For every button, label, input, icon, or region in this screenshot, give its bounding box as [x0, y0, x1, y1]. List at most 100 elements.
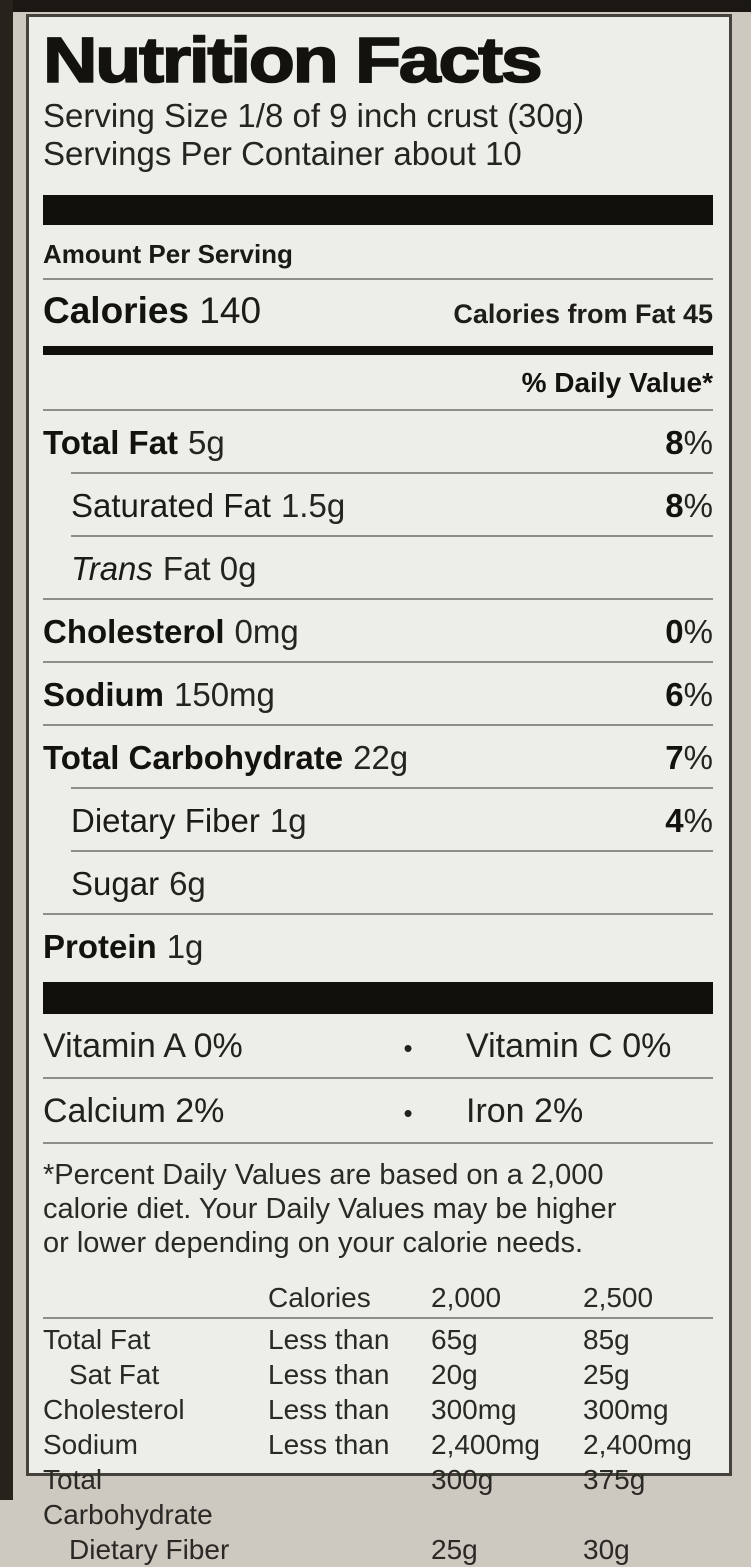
footnote-line: calorie diet. Your Daily Values may be h… [43, 1193, 617, 1225]
table-row-qualifier [268, 1532, 431, 1567]
table-row-name: Cholesterol [43, 1394, 185, 1425]
table-row-qualifier: Less than [268, 1324, 390, 1355]
vitamin-a: Vitamin A 0% [43, 1027, 243, 1065]
table-row-qualifier: Less than [268, 1429, 390, 1460]
nutrient-text: Trans Fat 0g [71, 550, 256, 588]
nutrient-text: Dietary Fiber 1g [71, 802, 307, 840]
hairline [43, 278, 713, 280]
nutrient-text: Sugar 6g [71, 865, 206, 903]
nutrient-name: Cholesterol [43, 613, 225, 650]
nutrient-row-total-fat: Total Fat 5g 8% [43, 411, 713, 472]
hairline [43, 1077, 713, 1079]
calcium: Calcium 2% [43, 1092, 225, 1130]
bullet-separator: • [403, 1098, 413, 1128]
nutrient-amount: Fat 0g [162, 550, 257, 587]
table-row-2500: 300mg [583, 1394, 669, 1425]
dv-number: 8 [665, 487, 684, 524]
bullet-separator: • [403, 1033, 413, 1063]
table-cell-empty [43, 1280, 268, 1315]
table-row-name: Total Fat [43, 1324, 151, 1355]
percent-sign: % [683, 487, 713, 524]
hairline-indented [71, 787, 713, 789]
daily-value-header: % Daily Value* [521, 367, 713, 398]
nutrient-daily-value: 0% [665, 613, 713, 651]
calories-value: 140 [199, 290, 262, 331]
dv-number: 4 [665, 802, 684, 839]
nutrient-row-sugar: Sugar 6g [43, 852, 713, 913]
nutrient-daily-value: 8% [665, 487, 713, 525]
nutrient-text: Total Carbohydrate 22g [43, 739, 408, 777]
nutrient-name: Trans [71, 550, 153, 587]
footnote-line: or lower depending on your calorie needs… [43, 1227, 584, 1259]
iron: Iron 2% [466, 1092, 584, 1130]
nutrient-amount: 1g [166, 928, 204, 965]
hairline-indented [71, 535, 713, 537]
percent-sign: % [683, 676, 713, 713]
table-row-2000: 2,400mg [431, 1429, 540, 1460]
percent-sign: % [683, 613, 713, 650]
nutrient-row-saturated-fat: Saturated Fat 1.5g 8% [43, 474, 713, 535]
nutrient-name: Sodium [43, 676, 164, 713]
nutrient-text: Total Fat 5g [43, 424, 225, 462]
dv-number: 6 [665, 676, 684, 713]
table-row-name: Sat Fat [69, 1359, 160, 1390]
table-row-2500: 375g [583, 1464, 646, 1495]
nutrition-facts-label: Nutrition Facts Serving Size 1/8 of 9 in… [26, 14, 732, 1565]
nutrient-row-sodium: Sodium 150mg 6% [43, 663, 713, 724]
nutrient-daily-value: 8% [665, 424, 713, 462]
hairline [43, 1317, 713, 1319]
photo-edge-top [0, 0, 751, 12]
hairline [43, 724, 713, 726]
dv-number: 7 [665, 739, 684, 776]
table-row-qualifier: Less than [268, 1359, 390, 1390]
table-row-name: Sodium [43, 1429, 138, 1460]
nutrient-text: Cholesterol 0mg [43, 613, 299, 651]
hairline [43, 913, 713, 915]
hairline [43, 661, 713, 663]
nutrient-amount: 22g [353, 739, 409, 776]
percent-sign: % [683, 424, 713, 461]
servings-per-container: Servings Per Container about 10 [43, 135, 522, 172]
separator-bar-thick-top [43, 195, 713, 225]
nutrient-daily-value: 4% [665, 802, 713, 840]
nutrient-row-cholesterol: Cholesterol 0mg 0% [43, 600, 713, 661]
hairline [43, 598, 713, 600]
nutrient-name: Saturated Fat [71, 487, 271, 524]
nutrient-daily-value: 6% [665, 676, 713, 714]
nutrient-name: Total Fat [43, 424, 179, 461]
calories-label: Calories [43, 290, 190, 331]
calories-amount: Calories 140 [43, 290, 261, 332]
nutrient-amount: 1g [269, 802, 307, 839]
percent-sign: % [683, 739, 713, 776]
table-header-calories: Calories [268, 1282, 371, 1313]
table-row-2000: 65g [431, 1324, 478, 1355]
separator-bar-calories [43, 346, 713, 355]
nutrient-name: Total Carbohydrate [43, 739, 344, 776]
separator-bar-thick-bottom [43, 982, 713, 1014]
daily-values-reference-table: Calories 2,000 2,500 Total Fat Less than… [43, 1280, 713, 1567]
nutrient-name: Protein [43, 928, 157, 965]
table-row-qualifier: Less than [268, 1394, 390, 1425]
calories-row: Calories 140 Calories from Fat 45 [43, 280, 713, 340]
hairline-indented [71, 850, 713, 852]
table-row-name: Total Carbohydrate [43, 1464, 213, 1530]
vitamin-row-a-c: Vitamin A 0% • Vitamin C 0% [43, 1014, 713, 1077]
vitamin-c: Vitamin C 0% [466, 1027, 672, 1065]
nutrient-row-trans-fat: Trans Fat 0g [43, 537, 713, 598]
table-row-2000: 20g [431, 1359, 478, 1390]
nutrient-amount: 0mg [234, 613, 299, 650]
photo-edge-left [0, 0, 13, 1500]
nutrient-daily-value: 7% [665, 739, 713, 777]
table-row-2500: 2,400mg [583, 1429, 692, 1460]
dv-number: 8 [665, 424, 684, 461]
hairline [43, 409, 713, 411]
table-row-qualifier [268, 1462, 431, 1532]
nutrient-name: Sugar [71, 865, 160, 902]
nutrient-amount: 5g [188, 424, 225, 461]
table-header-2000: 2,000 [431, 1282, 502, 1313]
hairline [43, 1142, 713, 1144]
nutrient-row-dietary-fiber: Dietary Fiber 1g 4% [43, 789, 713, 850]
table-row-2500: 85g [583, 1324, 630, 1355]
percent-sign: % [683, 802, 713, 839]
nutrient-amount: 1.5g [280, 487, 346, 524]
